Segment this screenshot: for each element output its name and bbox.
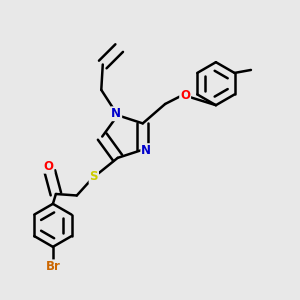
Text: N: N (111, 107, 121, 120)
Text: N: N (141, 144, 151, 157)
Text: O: O (44, 160, 53, 173)
Text: O: O (180, 89, 190, 102)
Text: S: S (90, 170, 98, 183)
Text: Br: Br (46, 260, 60, 273)
